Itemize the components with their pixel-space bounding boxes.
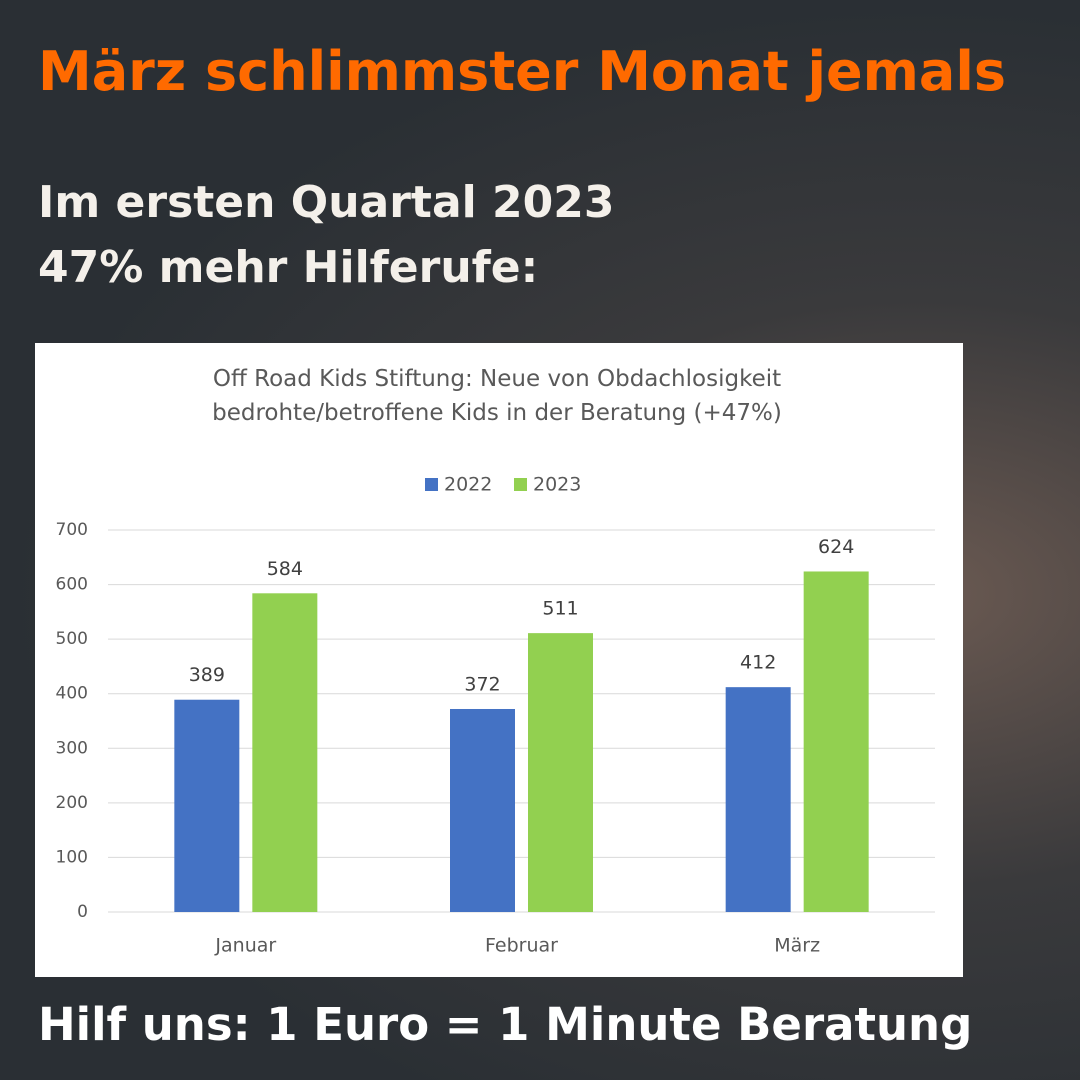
y-tick-label: 0 xyxy=(77,902,88,922)
bar xyxy=(174,699,240,912)
legend-label: 2023 xyxy=(533,474,581,496)
y-tick-label: 400 xyxy=(56,684,88,704)
x-tick-label: Januar xyxy=(214,935,276,957)
bar xyxy=(252,593,318,912)
y-tick-label: 100 xyxy=(56,847,88,867)
data-label: 372 xyxy=(464,673,500,695)
legend-label: 2022 xyxy=(444,474,492,496)
subheadline: Im ersten Quartal 2023 47% mehr Hilferuf… xyxy=(38,170,615,300)
y-tick-label: 200 xyxy=(56,793,88,813)
legend-swatch xyxy=(425,478,438,491)
chart-title: Off Road Kids Stiftung: Neue von Obdachl… xyxy=(212,366,782,426)
y-tick-label: 300 xyxy=(56,738,88,758)
x-tick-label: Februar xyxy=(485,935,558,957)
bar xyxy=(450,708,515,912)
subheadline-line: 47% mehr Hilferufe: xyxy=(38,242,539,293)
data-label: 511 xyxy=(542,598,578,620)
y-tick-label: 700 xyxy=(56,520,88,540)
legend-swatch xyxy=(514,478,527,491)
data-label: 584 xyxy=(267,558,303,580)
data-label: 389 xyxy=(189,664,225,686)
bar xyxy=(528,633,593,912)
footer: Hilf uns: 1 Euro = 1 Minute Beratung xyxy=(38,998,973,1051)
y-tick-label: 500 xyxy=(56,629,88,649)
headline: März schlimmster Monat jemals xyxy=(38,40,1007,103)
bar xyxy=(725,687,791,912)
subheadline-line: Im ersten Quartal 2023 xyxy=(38,177,615,228)
bar xyxy=(803,571,869,912)
y-tick-label: 600 xyxy=(56,575,88,595)
x-tick-label: März xyxy=(774,935,820,957)
data-label: 412 xyxy=(740,652,776,674)
data-label: 624 xyxy=(818,536,854,558)
